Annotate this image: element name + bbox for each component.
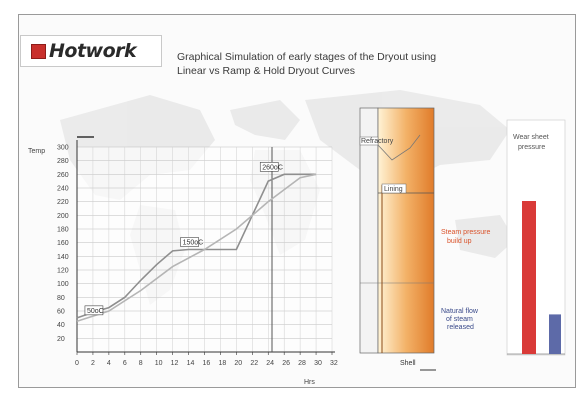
- wall-cross-section: Refractory Lining Shell Steam pressure b…: [359, 107, 491, 371]
- wall-lining: [377, 107, 435, 354]
- x-tick-label: 16: [203, 360, 211, 367]
- x-tick-label: 10: [155, 360, 163, 367]
- y-tick-label: 280: [57, 158, 69, 165]
- series-group: [76, 173, 317, 323]
- wall-label-right-1: Steam pressure: [441, 229, 491, 236]
- wall-label-right-3: Natural flow: [441, 308, 479, 315]
- annotation-box: [180, 237, 199, 247]
- title-line-2: Linear vs Ramp & Hold Dryout Curves: [177, 65, 355, 77]
- x-ticks: 0 2 4 6 8 10 12 14 16 18 20 22 24 26 28 30 32: [75, 352, 338, 367]
- annotation-box: [84, 305, 104, 316]
- y-tick-label: 300: [57, 145, 69, 152]
- x-tick-label: 22: [250, 360, 258, 367]
- x-tick-label: 26: [282, 360, 290, 367]
- y-tick-label: 160: [57, 240, 69, 247]
- y-tick-label: 260: [57, 172, 69, 179]
- series-line-1: [76, 173, 317, 319]
- annotation-label: 260oC: [262, 164, 283, 171]
- x-tick-label: 30: [314, 360, 322, 367]
- y-tick-label: 240: [57, 186, 69, 193]
- y-axis-label: Temp: [28, 148, 45, 155]
- x-tick-label: 20: [234, 360, 242, 367]
- y-tick-label: 180: [57, 227, 69, 234]
- bar-chart: Wear sheet pressure: [506, 119, 566, 356]
- x-tick-label: 32: [330, 360, 338, 367]
- wall-label-right-4: of steam: [446, 316, 473, 323]
- annotation-box: [259, 162, 279, 172]
- logo-text: Hotwork: [49, 40, 137, 62]
- x-tick-label: 24: [266, 360, 274, 367]
- wall-label-mid: Lining: [384, 186, 403, 193]
- annotations: 50oC 150oC 260oC: [84, 162, 283, 316]
- y-tick-label: 200: [57, 213, 69, 220]
- x-axis-label: Hrs: [304, 379, 315, 386]
- x-tick-label: 4: [107, 360, 111, 367]
- logo-mark-icon: [31, 43, 46, 59]
- x-tick-label: 18: [218, 360, 226, 367]
- slide-title: Graphical Simulation of early stages of …: [177, 50, 557, 78]
- wall-label-top: Refractory: [361, 138, 394, 145]
- x-tick-label: 2: [91, 360, 95, 367]
- series-line-2: [76, 173, 317, 323]
- x-tick-label: 8: [139, 360, 143, 367]
- x-tick-label: 14: [187, 360, 195, 367]
- annotation-label: 150oC: [183, 240, 204, 247]
- x-tick-label: 0: [75, 360, 79, 367]
- y-tick-label: 20: [57, 336, 65, 343]
- wall-label-box: [359, 136, 379, 146]
- annotation-label: 50oC: [87, 308, 104, 315]
- bar-steam-pressure: [522, 201, 536, 354]
- y-tick-label: 40: [57, 322, 65, 329]
- title-line-1: Graphical Simulation of early stages of …: [177, 51, 437, 63]
- wall-temp-line: [377, 134, 421, 161]
- x-tick-label: 12: [171, 360, 179, 367]
- wall-bottom-label: Shell: [400, 360, 416, 367]
- hotwork-logo: Hotwork: [20, 35, 162, 67]
- x-tick-label: 28: [298, 360, 306, 367]
- bar-natural-flow: [549, 314, 561, 354]
- y-tick-label: 220: [57, 199, 69, 206]
- y-tick-label: 60: [57, 309, 65, 316]
- x-tick-label: 6: [123, 360, 127, 367]
- wall-label-right-2: build up: [447, 238, 472, 245]
- y-tick-label: 100: [57, 281, 69, 288]
- line-chart: Temp Hrs 3002802602402202001801601401201…: [28, 136, 338, 386]
- y-tick-label: 140: [57, 254, 69, 261]
- bar-title-1: Wear sheet: [513, 134, 549, 141]
- wall-label-right-5: released: [447, 324, 474, 331]
- wall-label-box-2: [381, 183, 407, 194]
- bar-title-2: pressure: [518, 144, 545, 151]
- y-tick-label: 80: [57, 295, 65, 302]
- y-tick-label: 120: [57, 268, 69, 275]
- y-ticks: 300 280 260 240 220 200 180 160 140 120 100 80 60 40 2…: [57, 145, 69, 343]
